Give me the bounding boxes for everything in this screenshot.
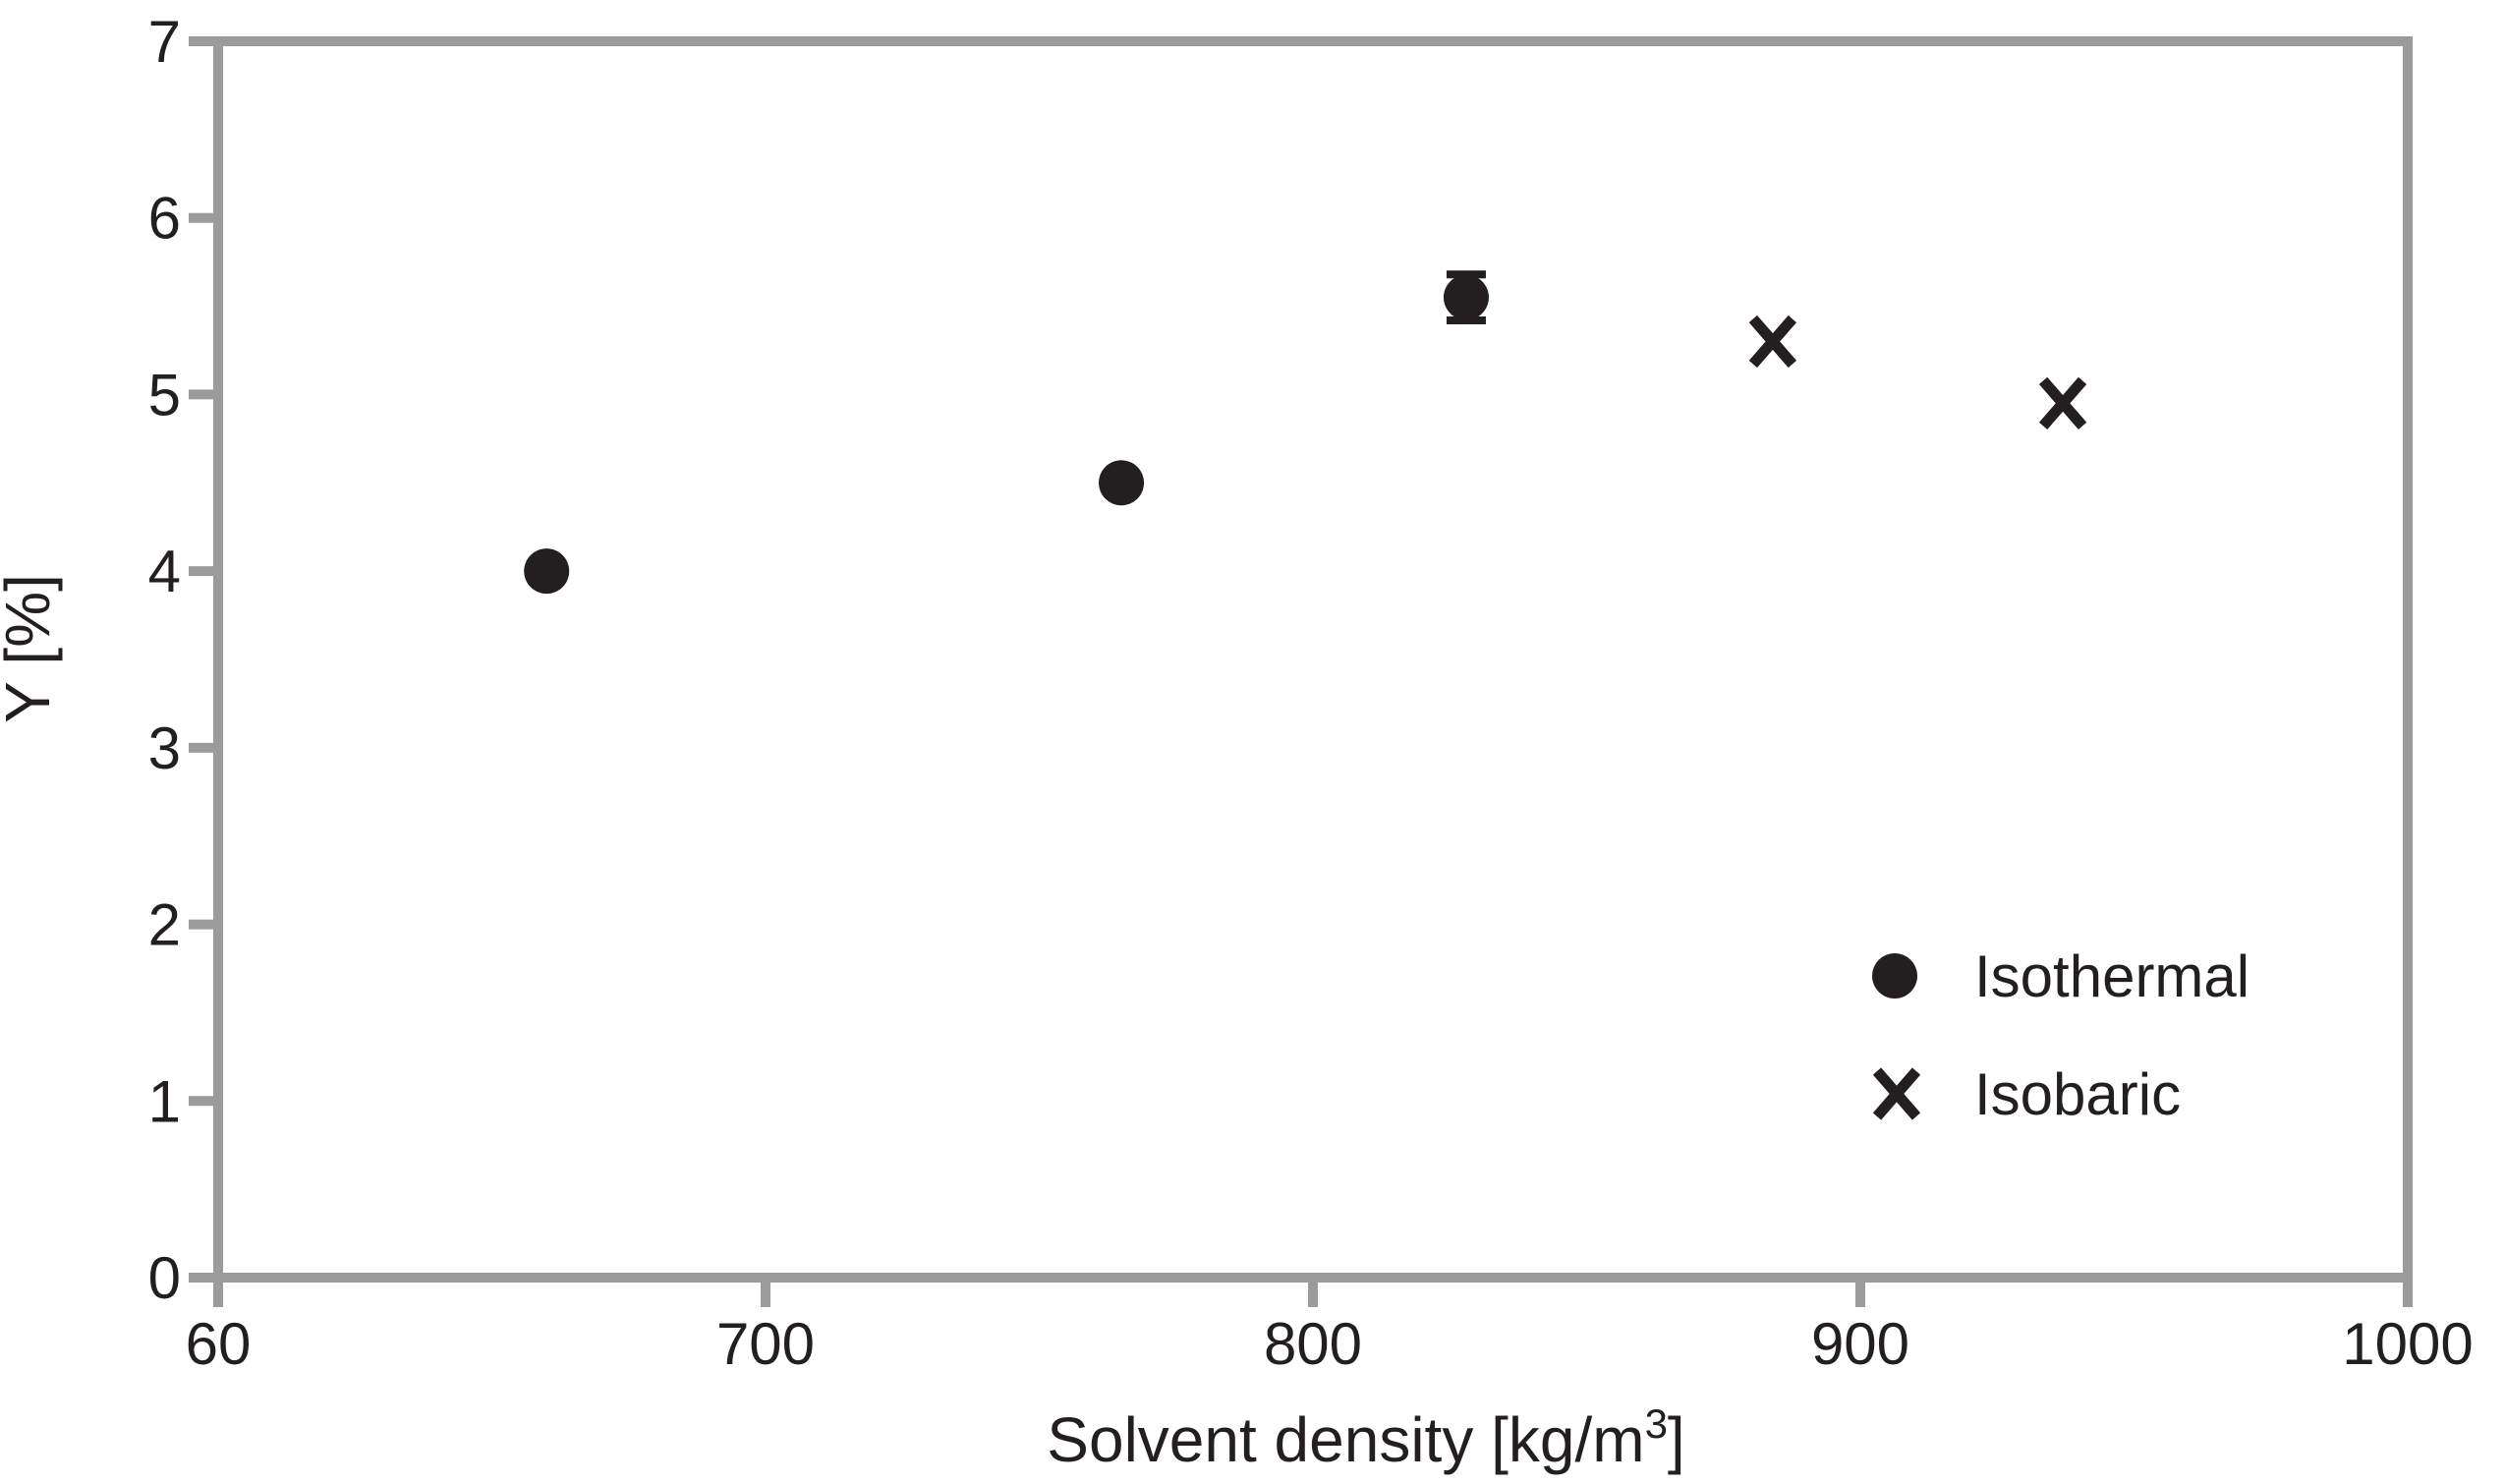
x-tick-label: 700 xyxy=(716,1311,815,1377)
x-axis-title-main: Solvent density [kg/m xyxy=(1047,1404,1644,1475)
data-point-isobaric xyxy=(2038,376,2087,430)
circle-marker-icon xyxy=(1872,953,1917,999)
data-point-isothermal xyxy=(1099,460,1145,506)
y-tick-label: 3 xyxy=(148,715,181,781)
x-tick-label: 1000 xyxy=(2342,1311,2473,1377)
y-tick-label: 7 xyxy=(148,9,181,75)
y-tick-label: 2 xyxy=(148,892,181,958)
y-tick-label: 6 xyxy=(148,186,181,252)
y-tick-label: 5 xyxy=(148,362,181,428)
x-marker-icon xyxy=(1872,1067,1921,1120)
x-axis-title-close-bracket: ] xyxy=(1668,1404,1685,1475)
axis-tick-labels: 60 700 800 900 1000 0 1 2 3 4 5 6 7 xyxy=(148,9,2474,1377)
legend-label-isobaric: Isobaric xyxy=(1974,1061,2181,1127)
y-tick-label: 1 xyxy=(148,1068,181,1134)
x-axis-title-superscript: 3 xyxy=(1645,1400,1668,1447)
data-point-isothermal xyxy=(524,548,570,595)
x-tick-label: 900 xyxy=(1811,1311,1909,1377)
data-point-isothermal xyxy=(1443,274,1489,320)
legend-label-isothermal: Isothermal xyxy=(1974,943,2249,1009)
y-tick-label: 4 xyxy=(148,539,181,604)
x-axis-title: Solvent density [kg/m3] xyxy=(1047,1400,1684,1475)
x-tick-label: 800 xyxy=(1264,1311,1362,1377)
data-series xyxy=(524,270,2087,595)
y-tick-label: 0 xyxy=(148,1245,181,1311)
x-tick-label: 60 xyxy=(186,1311,252,1377)
plot-frame xyxy=(213,36,2413,1283)
data-point-isobaric xyxy=(1748,314,1797,369)
y-axis-title: Y [%] xyxy=(0,574,63,723)
legend: Isothermal Isobaric xyxy=(1872,943,2249,1127)
